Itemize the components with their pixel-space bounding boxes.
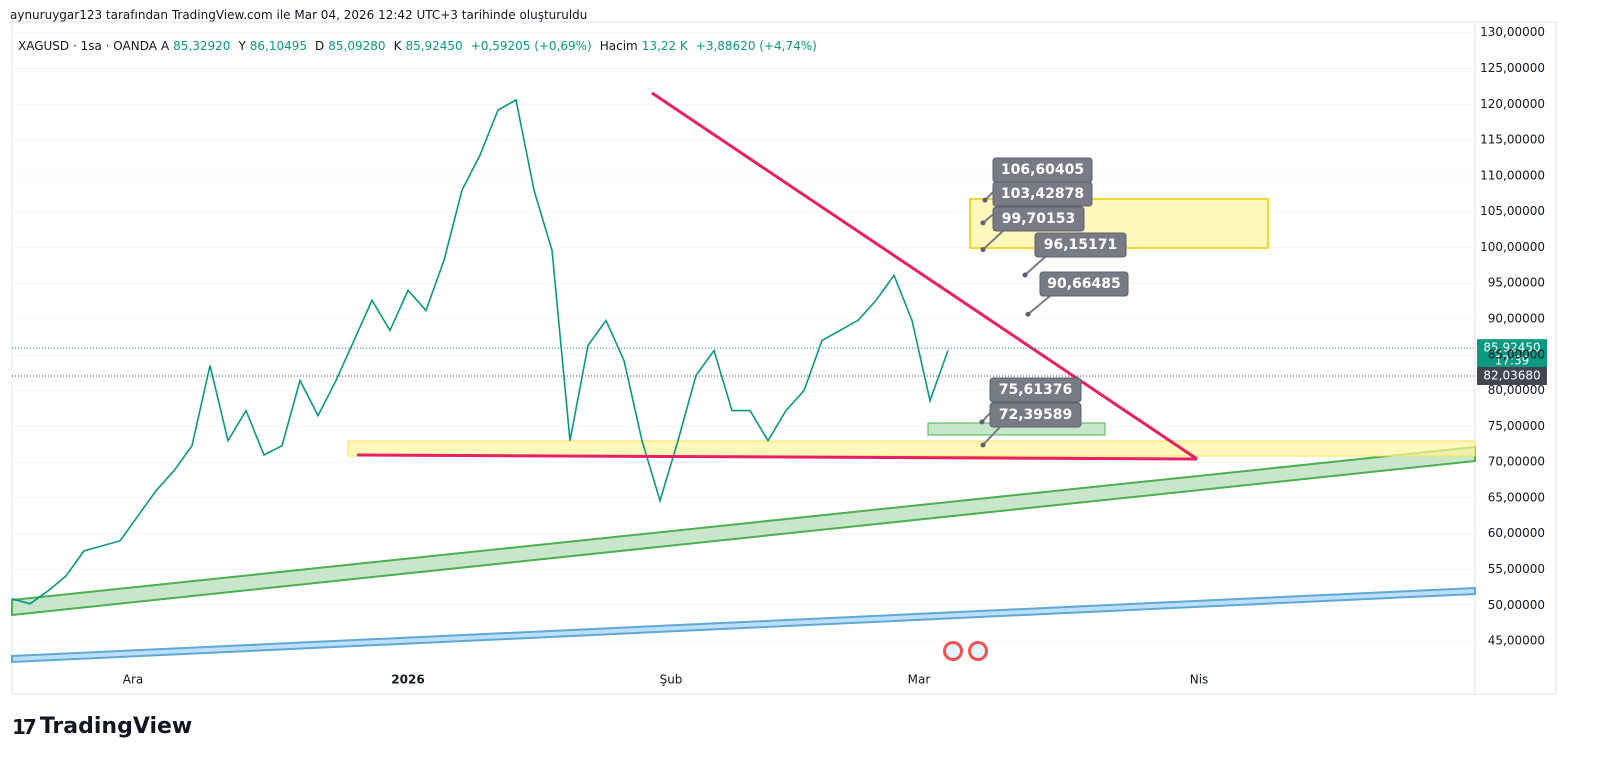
y-tick-label: 105,00000	[1480, 204, 1545, 218]
callout-box	[1039, 271, 1129, 297]
callout-box	[1034, 232, 1127, 258]
callout-anchor	[1022, 272, 1028, 278]
value: 85,09280	[328, 39, 386, 53]
label: K	[393, 39, 402, 53]
price-line	[11, 98, 949, 605]
callout-label: 96,15171	[1044, 237, 1118, 253]
label: D	[315, 39, 325, 53]
trend-line	[356, 453, 1198, 461]
y-tick-label: 45,00000	[1488, 634, 1545, 648]
green-channel	[11, 445, 1476, 617]
logo[interactable]: 17 TradingView	[12, 714, 192, 739]
callout-box	[992, 206, 1085, 232]
callout-anchor	[979, 419, 985, 425]
change: +3,88620 (+4,74%)	[695, 39, 817, 53]
x-tick-label: 2026	[391, 673, 424, 687]
value: 86,10495	[249, 39, 308, 53]
callout-anchor	[980, 442, 986, 448]
callout-label: 99,70153	[1002, 211, 1076, 227]
header: aynuruygar123 tarafından TradingView.com…	[10, 8, 588, 22]
callout-anchor	[982, 197, 988, 203]
y-tick-label: 65,00000	[1488, 490, 1545, 504]
y-tick-label: 50,00000	[1488, 598, 1545, 612]
chart-frame	[11, 21, 1557, 695]
price-tag	[1477, 339, 1547, 370]
y-tick-label: 115,00000	[1480, 133, 1545, 147]
value: 85,32920	[173, 39, 231, 53]
y-tick-label: 80,00000	[1488, 383, 1545, 397]
event-icon	[971, 644, 985, 658]
y-tick-label: 55,00000	[1488, 562, 1545, 576]
callout-label: 106,60405	[1001, 162, 1084, 178]
callout-pointer	[982, 426, 1001, 446]
logo-mark: 17	[12, 714, 37, 739]
y-tick-label: 120,00000	[1480, 97, 1545, 111]
y-tick-label: 110,00000	[1480, 168, 1545, 182]
callout-label: 75,61376	[999, 382, 1073, 398]
y-tick-label: 75,00000	[1488, 419, 1545, 433]
x-tick-label: Mar	[908, 673, 931, 687]
callout-pointer	[1027, 295, 1051, 316]
callout-box	[989, 377, 1082, 403]
value: 13,22 K	[641, 39, 688, 53]
callout-box	[992, 181, 1093, 207]
callout-label: 90,66485	[1047, 276, 1121, 292]
y-tick-label: 85,00000	[1488, 347, 1545, 361]
callout-pointer	[1024, 256, 1046, 276]
callout-label: 72,39589	[999, 407, 1073, 423]
callout-box	[989, 402, 1082, 428]
x-tick-label: Ara	[123, 673, 144, 687]
logo-text: TradingView	[39, 714, 193, 739]
label: Hacim	[599, 39, 638, 53]
value: 85,92450	[405, 39, 463, 53]
callout-anchor	[1025, 311, 1031, 317]
y-tick-label: 95,00000	[1488, 276, 1545, 290]
callout-pointer	[982, 230, 1004, 251]
y-tick-label: 130,00000	[1480, 25, 1545, 39]
price-tag-label: 82,03680	[1483, 368, 1540, 382]
y-tick-label: 70,00000	[1488, 455, 1545, 469]
blue-channel	[11, 586, 1476, 664]
y-tick-label: 90,00000	[1488, 311, 1545, 325]
x-tick-label: Nis	[1190, 673, 1209, 687]
support-zone	[347, 440, 1476, 457]
callout-anchor	[980, 247, 986, 253]
price-tag	[1477, 366, 1547, 385]
y-tick-label: 60,00000	[1488, 526, 1545, 540]
y-tick-label: 100,00000	[1480, 240, 1545, 254]
y-tick-label: 125,00000	[1480, 61, 1545, 75]
label: A	[160, 39, 170, 53]
callout-anchor	[980, 220, 986, 226]
change: +0,59205 (+0,69%)	[470, 39, 592, 53]
legend: XAGUSD · 1sa · OANDA A 85,32920 Y 86,10495…	[18, 39, 821, 53]
symbol: XAGUSD · 1sa · OANDA	[18, 39, 157, 53]
price-tag-sub: 17:39	[1495, 354, 1530, 368]
callout-label: 103,42878	[1001, 186, 1084, 202]
event-icon	[946, 644, 960, 658]
trend-line	[651, 91, 1198, 461]
x-tick-label: Şub	[660, 673, 683, 687]
label: Y	[238, 39, 246, 53]
price-tag-label: 85,92450	[1483, 341, 1540, 355]
